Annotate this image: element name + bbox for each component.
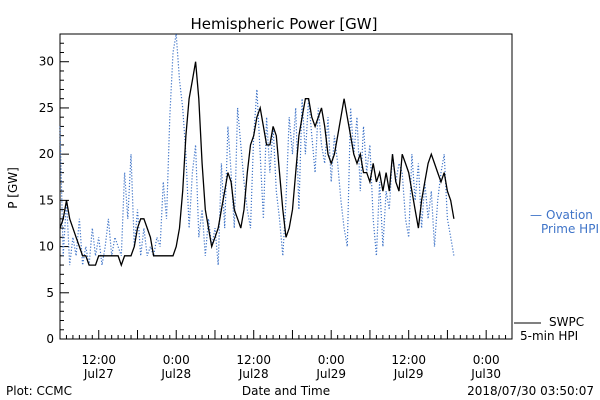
x-tick-date-label: Jul29 <box>393 367 424 381</box>
legend-swpc-line1: SWPC <box>549 315 584 329</box>
chart-title: Hemispheric Power [GW] <box>191 15 378 33</box>
footer-right: 2018/07/30 03:50:07 <box>467 384 594 398</box>
x-tick-time-label: 0:00 <box>473 353 500 367</box>
legend-dash-marker: — <box>530 208 542 222</box>
x-tick-date-label: Jul27 <box>83 367 114 381</box>
plot-frame <box>59 33 513 340</box>
y-tick-label: 25 <box>39 101 54 115</box>
footer-left: Plot: CCMC <box>6 384 72 398</box>
legend-ovation-line1: Ovation <box>546 208 593 222</box>
series-ovation-line <box>59 33 455 266</box>
legend-item-ovation: — Ovation Prime HPI <box>530 208 599 236</box>
legend-swpc-line2: 5-min HPI <box>520 329 578 343</box>
y-tick-label: 30 <box>39 55 54 69</box>
x-tick-time-label: 12:00 <box>236 353 271 367</box>
y-axis: 0 5 10 15 20 25 30 <box>39 33 69 346</box>
x-tick-date-label: Jul28 <box>160 367 191 381</box>
x-tick-date-label: Jul29 <box>315 367 346 381</box>
legend: — Ovation Prime HPI SWPC 5-min HPI <box>514 208 599 343</box>
x-tick-time-label: 0:00 <box>318 353 345 367</box>
series-layer <box>59 33 455 268</box>
y-tick-label: 0 <box>46 332 54 346</box>
y-tick-label: 15 <box>39 193 54 207</box>
x-axis: 12:00Jul270:00Jul2812:00Jul280:00Jul2912… <box>59 330 507 381</box>
y-tick-label: 5 <box>46 286 54 300</box>
y-axis-label: P [GW] <box>6 167 20 209</box>
series-swpc-line <box>59 61 455 268</box>
plot-area <box>59 33 513 340</box>
x-tick-time-label: 12:00 <box>391 353 426 367</box>
legend-ovation-line2: Prime HPI <box>541 222 599 236</box>
x-tick-time-label: 0:00 <box>163 353 190 367</box>
x-axis-label: Date and Time <box>242 384 330 398</box>
y-tick-label: 10 <box>39 240 54 254</box>
x-tick-date-label: Jul30 <box>470 367 501 381</box>
y-tick-label: 20 <box>39 147 54 161</box>
x-tick-date-label: Jul28 <box>238 367 269 381</box>
legend-item-swpc: SWPC 5-min HPI <box>514 315 584 343</box>
x-tick-time-label: 12:00 <box>81 353 116 367</box>
